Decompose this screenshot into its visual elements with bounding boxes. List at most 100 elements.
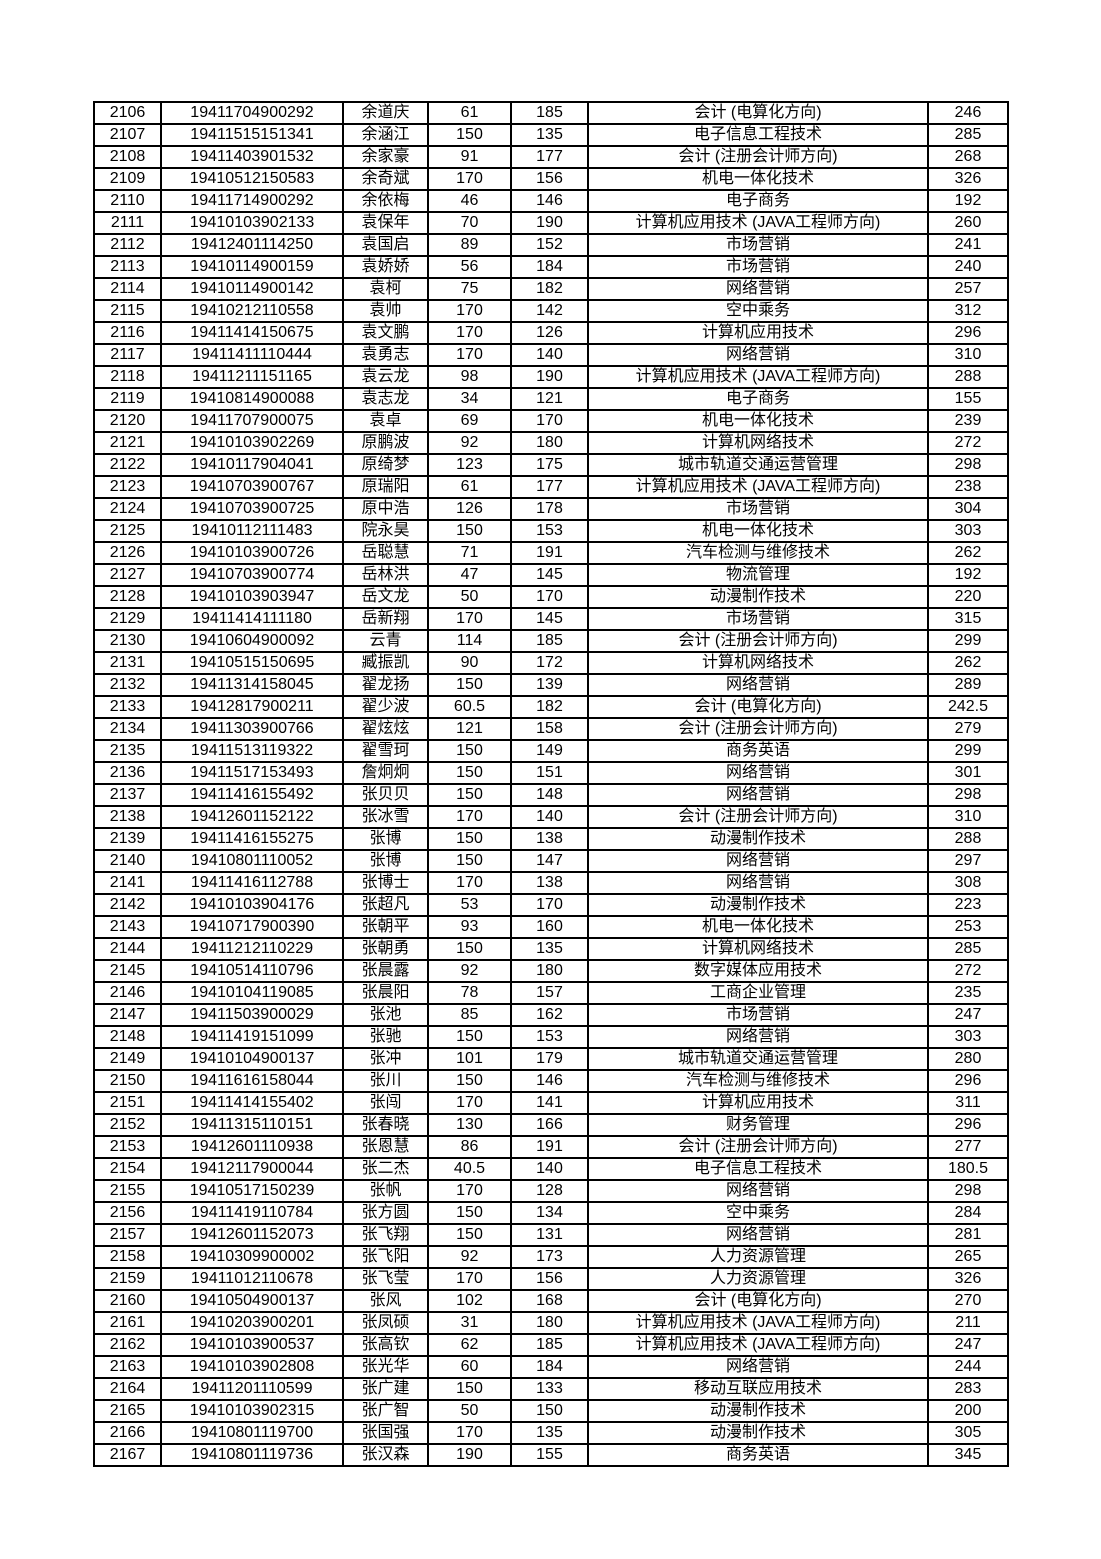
score2-cell: 131 <box>510 1223 589 1247</box>
total-cell: 200 <box>927 1399 1009 1423</box>
total-cell: 247 <box>927 1003 1009 1027</box>
name-cell: 袁保年 <box>342 211 429 235</box>
exam-number-cell: 19412601110938 <box>160 1135 344 1159</box>
score2-cell: 149 <box>510 739 589 763</box>
seq-cell: 2138 <box>93 805 162 829</box>
table-row: 2108 19411403901532 余家豪 91 177 会计 (注册会计师方向) 26… <box>93 145 1009 169</box>
name-cell: 余道庆 <box>342 101 429 125</box>
name-cell: 张朝平 <box>342 915 429 939</box>
score2-cell: 141 <box>510 1091 589 1115</box>
table-row: 2113 19410114900159 袁娇娇 56 184 市场营销 240 <box>93 255 1009 279</box>
major-cell: 网络营销 <box>587 849 929 873</box>
table-row: 2162 19410103900537 张高钦 62 185 计算机应用技术 (JAVA工… <box>93 1333 1009 1357</box>
name-cell: 翟雪珂 <box>342 739 429 763</box>
score2-cell: 170 <box>510 409 589 433</box>
exam-number-cell: 19410104900137 <box>160 1047 344 1071</box>
table-row: 2145 19410514110796 张晨露 92 180 数字媒体应用技术 272 <box>93 959 1009 983</box>
total-cell: 311 <box>927 1091 1009 1115</box>
exam-number-cell: 19411403901532 <box>160 145 344 169</box>
score2-cell: 173 <box>510 1245 589 1269</box>
score1-cell: 91 <box>427 145 512 169</box>
score2-cell: 184 <box>510 255 589 279</box>
name-cell: 詹炯炯 <box>342 761 429 785</box>
total-cell: 262 <box>927 541 1009 565</box>
name-cell: 张广建 <box>342 1377 429 1401</box>
total-cell: 326 <box>927 1267 1009 1291</box>
exam-number-cell: 19411515151341 <box>160 123 344 147</box>
total-cell: 280 <box>927 1047 1009 1071</box>
score1-cell: 60 <box>427 1355 512 1379</box>
major-cell: 市场营销 <box>587 497 929 521</box>
seq-cell: 2117 <box>93 343 162 367</box>
major-cell: 会计 (电算化方向) <box>587 695 929 719</box>
major-cell: 人力资源管理 <box>587 1245 929 1269</box>
score2-cell: 145 <box>510 607 589 631</box>
score2-cell: 126 <box>510 321 589 345</box>
score2-cell: 190 <box>510 211 589 235</box>
seq-cell: 2144 <box>93 937 162 961</box>
major-cell: 商务英语 <box>587 1443 929 1467</box>
score1-cell: 150 <box>427 1201 512 1225</box>
exam-number-cell: 19410203900201 <box>160 1311 344 1335</box>
table-row: 2160 19410504900137 张风 102 168 会计 (电算化方向) 270 <box>93 1289 1009 1313</box>
major-cell: 会计 (注册会计师方向) <box>587 1135 929 1159</box>
seq-cell: 2130 <box>93 629 162 653</box>
table-row: 2136 19411517153493 詹炯炯 150 151 网络营销 301 <box>93 761 1009 785</box>
exam-number-cell: 19411211151165 <box>160 365 344 389</box>
total-cell: 310 <box>927 805 1009 829</box>
score2-cell: 140 <box>510 1157 589 1181</box>
major-cell: 会计 (注册会计师方向) <box>587 145 929 169</box>
name-cell: 原中浩 <box>342 497 429 521</box>
name-cell: 张晨阳 <box>342 981 429 1005</box>
score1-cell: 69 <box>427 409 512 433</box>
score1-cell: 70 <box>427 211 512 235</box>
name-cell: 张驰 <box>342 1025 429 1049</box>
total-cell: 289 <box>927 673 1009 697</box>
name-cell: 张帆 <box>342 1179 429 1203</box>
seq-cell: 2132 <box>93 673 162 697</box>
seq-cell: 2143 <box>93 915 162 939</box>
table-row: 2148 19411419151099 张驰 150 153 网络营销 303 <box>93 1025 1009 1049</box>
major-cell: 网络营销 <box>587 673 929 697</box>
name-cell: 张晨露 <box>342 959 429 983</box>
name-cell: 张春晓 <box>342 1113 429 1137</box>
major-cell: 动漫制作技术 <box>587 1399 929 1423</box>
total-cell: 272 <box>927 431 1009 455</box>
exam-number-cell: 19410104119085 <box>160 981 344 1005</box>
score1-cell: 75 <box>427 277 512 301</box>
exam-number-cell: 19410515150695 <box>160 651 344 675</box>
exam-number-cell: 19410512150583 <box>160 167 344 191</box>
seq-cell: 2167 <box>93 1443 162 1467</box>
score2-cell: 160 <box>510 915 589 939</box>
name-cell: 张凤硕 <box>342 1311 429 1335</box>
score1-cell: 56 <box>427 255 512 279</box>
major-cell: 计算机应用技术 (JAVA工程师方向) <box>587 211 929 235</box>
table-row: 2119 19410814900088 袁志龙 34 121 电子商务 155 <box>93 387 1009 411</box>
total-cell: 240 <box>927 255 1009 279</box>
table-row: 2153 19412601110938 张恩慧 86 191 会计 (注册会计师方向) 27… <box>93 1135 1009 1159</box>
exam-number-cell: 19411414155402 <box>160 1091 344 1115</box>
total-cell: 192 <box>927 189 1009 213</box>
major-cell: 城市轨道交通运营管理 <box>587 453 929 477</box>
score1-cell: 46 <box>427 189 512 213</box>
score2-cell: 170 <box>510 893 589 917</box>
name-cell: 袁文鹏 <box>342 321 429 345</box>
total-cell: 223 <box>927 893 1009 917</box>
score2-cell: 168 <box>510 1289 589 1313</box>
seq-cell: 2158 <box>93 1245 162 1269</box>
table-row: 2133 19412817900211 翟少波 60.5 182 会计 (电算化方向) 24… <box>93 695 1009 719</box>
seq-cell: 2146 <box>93 981 162 1005</box>
exam-number-cell: 19410103902808 <box>160 1355 344 1379</box>
exam-number-cell: 19410504900137 <box>160 1289 344 1313</box>
exam-number-cell: 19410703900774 <box>160 563 344 587</box>
total-cell: 305 <box>927 1421 1009 1445</box>
major-cell: 会计 (注册会计师方向) <box>587 629 929 653</box>
exam-number-cell: 19411315110151 <box>160 1113 344 1137</box>
exam-number-cell: 19411414150675 <box>160 321 344 345</box>
table-row: 2147 19411503900029 张池 85 162 市场营销 247 <box>93 1003 1009 1027</box>
table-row: 2107 19411515151341 余涵江 150 135 电子信息工程技术 285 <box>93 123 1009 147</box>
exam-number-cell: 19411419151099 <box>160 1025 344 1049</box>
seq-cell: 2151 <box>93 1091 162 1115</box>
major-cell: 计算机应用技术 (JAVA工程师方向) <box>587 1311 929 1335</box>
exam-number-cell: 19412817900211 <box>160 695 344 719</box>
